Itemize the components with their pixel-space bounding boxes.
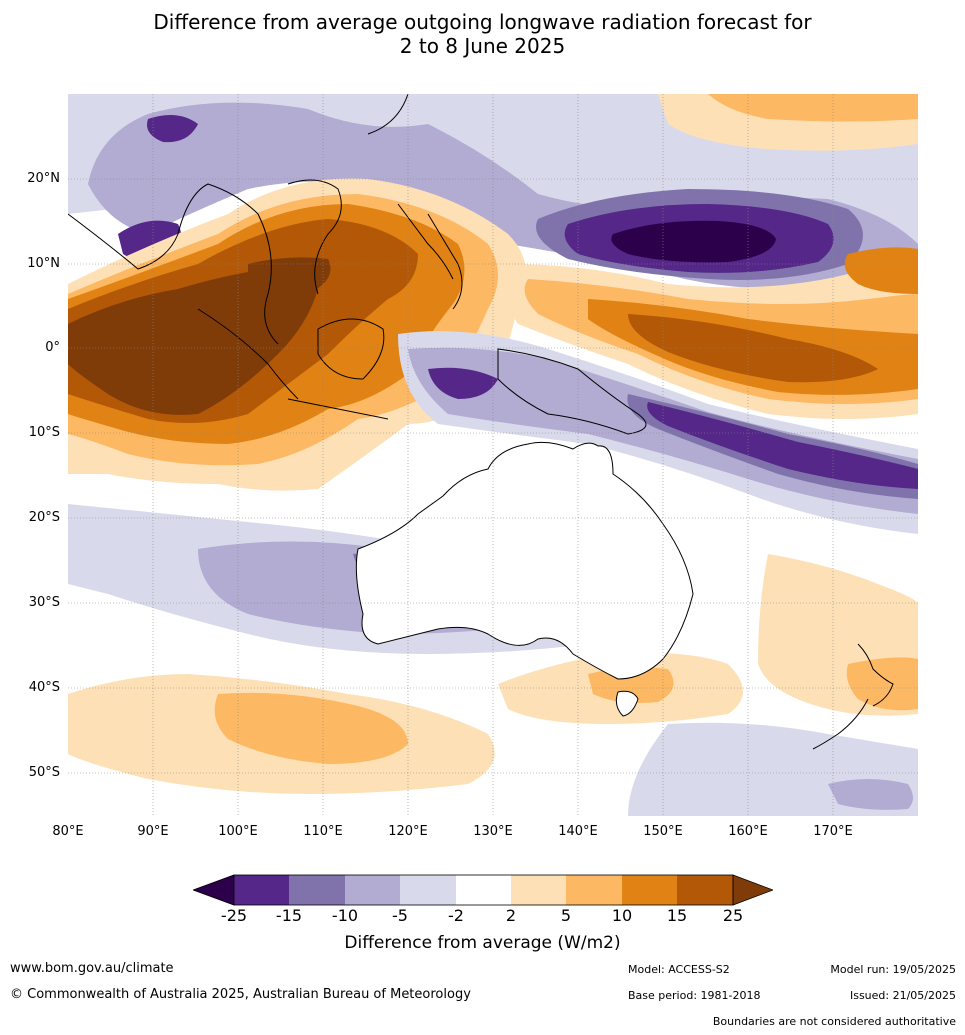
lon-label-170e: 170°E: [813, 824, 853, 839]
lat-label-40s: 40°S: [28, 680, 60, 695]
colorbar-label-pos5: 5: [560, 906, 572, 925]
colorbar-label-pos2: 2: [505, 906, 517, 925]
issued-date: Issued: 21/05/2025: [849, 989, 956, 1002]
colorbar-label-neg25: -25: [220, 906, 248, 925]
asia-coastline: [68, 94, 454, 345]
colorbar-label-pos25: 25: [722, 906, 744, 925]
copyright-text: © Commonwealth of Australia 2025, Austra…: [10, 987, 471, 1002]
borneo-coastline: [317, 318, 385, 380]
anomaly-pos5-southindian: [214, 692, 408, 764]
anomaly-pos10-eastpac: [844, 247, 918, 294]
colorbar-label-neg2: -2: [448, 906, 464, 925]
colorbar-swatch-pos10: [622, 875, 677, 905]
anomaly-neg25-pacific: [611, 220, 776, 263]
lon-label-80e: 80°E: [52, 824, 84, 839]
australia-coastline: [355, 441, 694, 680]
lon-label-160e: 160°E: [728, 824, 768, 839]
colorbar-label-pos15: 15: [666, 906, 688, 925]
chart-title: Difference from average outgoing longwav…: [0, 10, 965, 58]
tasmania-coastline: [615, 690, 639, 717]
colorbar-swatch-pos5: [566, 875, 622, 905]
lon-label-100e: 100°E: [218, 824, 258, 839]
colorbar-swatch-neg15: [234, 875, 289, 905]
lat-label-10n: 10°N: [27, 256, 60, 271]
colorbar-swatch-neg5: [345, 875, 400, 905]
colorbar-swatch-neg2: [400, 875, 456, 905]
lon-label-90e: 90°E: [137, 824, 169, 839]
anomaly-pos5-tasman: [588, 667, 674, 703]
colorbar: [193, 874, 773, 906]
anomaly-neg15-banda: [428, 367, 498, 399]
title-line-1: Difference from average outgoing longwav…: [153, 10, 812, 34]
lat-label-50s: 50°S: [28, 765, 60, 780]
colorbar-swatch-pos15: [677, 875, 733, 905]
colorbar-label-pos10: 10: [611, 906, 633, 925]
lat-label-30s: 30°S: [28, 595, 60, 610]
colorbar-cap-high: [732, 874, 773, 906]
anomaly-neg5-southpac: [828, 779, 913, 810]
base-period: Base period: 1981-2018: [628, 989, 761, 1002]
anomaly-neg15-coral: [647, 402, 918, 489]
olr-anomaly-map: [68, 94, 918, 816]
model-run-date: Model run: 19/05/2025: [830, 963, 956, 976]
lat-label-10s: 10°S: [28, 425, 60, 440]
anomaly-neg15-china: [147, 115, 198, 143]
lat-label-0: 0°: [45, 340, 60, 355]
colorbar-label-neg10: -10: [331, 906, 359, 925]
colorbar-title: Difference from average (W/m2): [344, 933, 621, 953]
lat-label-20n: 20°N: [27, 171, 60, 186]
anomaly-pos25-indochina: [248, 257, 331, 296]
anomaly-pos15-pacific: [628, 314, 878, 383]
colorbar-cap-low: [193, 874, 235, 906]
lon-label-150e: 150°E: [643, 824, 683, 839]
colorbar-swatch-neutral: [456, 875, 511, 905]
anomaly-pos5-nz: [846, 657, 918, 711]
colorbar-swatch-neg10: [289, 875, 345, 905]
new-zealand-north-island: [857, 643, 894, 707]
java-coastline: [287, 398, 389, 420]
website-link[interactable]: www.bom.gov.au/climate: [10, 961, 174, 976]
sumatra-coastline: [197, 308, 299, 400]
anomaly-pos5-nepac: [708, 94, 918, 122]
lon-label-140e: 140°E: [558, 824, 598, 839]
lat-label-20s: 20°S: [28, 510, 60, 525]
colorbar-frame: [233, 874, 734, 906]
lon-label-120e: 120°E: [388, 824, 428, 839]
new-zealand-south-island: [812, 698, 869, 750]
lon-label-110e: 110°E: [303, 824, 343, 839]
map-svg: [68, 94, 918, 816]
lon-label-130e: 130°E: [473, 824, 513, 839]
title-line-2: 2 to 8 June 2025: [399, 34, 566, 58]
colorbar-label-neg5: -5: [392, 906, 408, 925]
boundaries-disclaimer: Boundaries are not considered authoritat…: [712, 1015, 956, 1028]
new-guinea-coastline: [497, 348, 647, 435]
colorbar-swatch-pos2: [511, 875, 566, 905]
colorbar-label-neg15: -15: [275, 906, 303, 925]
anomaly-pos25-indian: [68, 269, 318, 415]
model-name: Model: ACCESS-S2: [628, 963, 730, 976]
graticule: [68, 94, 918, 816]
